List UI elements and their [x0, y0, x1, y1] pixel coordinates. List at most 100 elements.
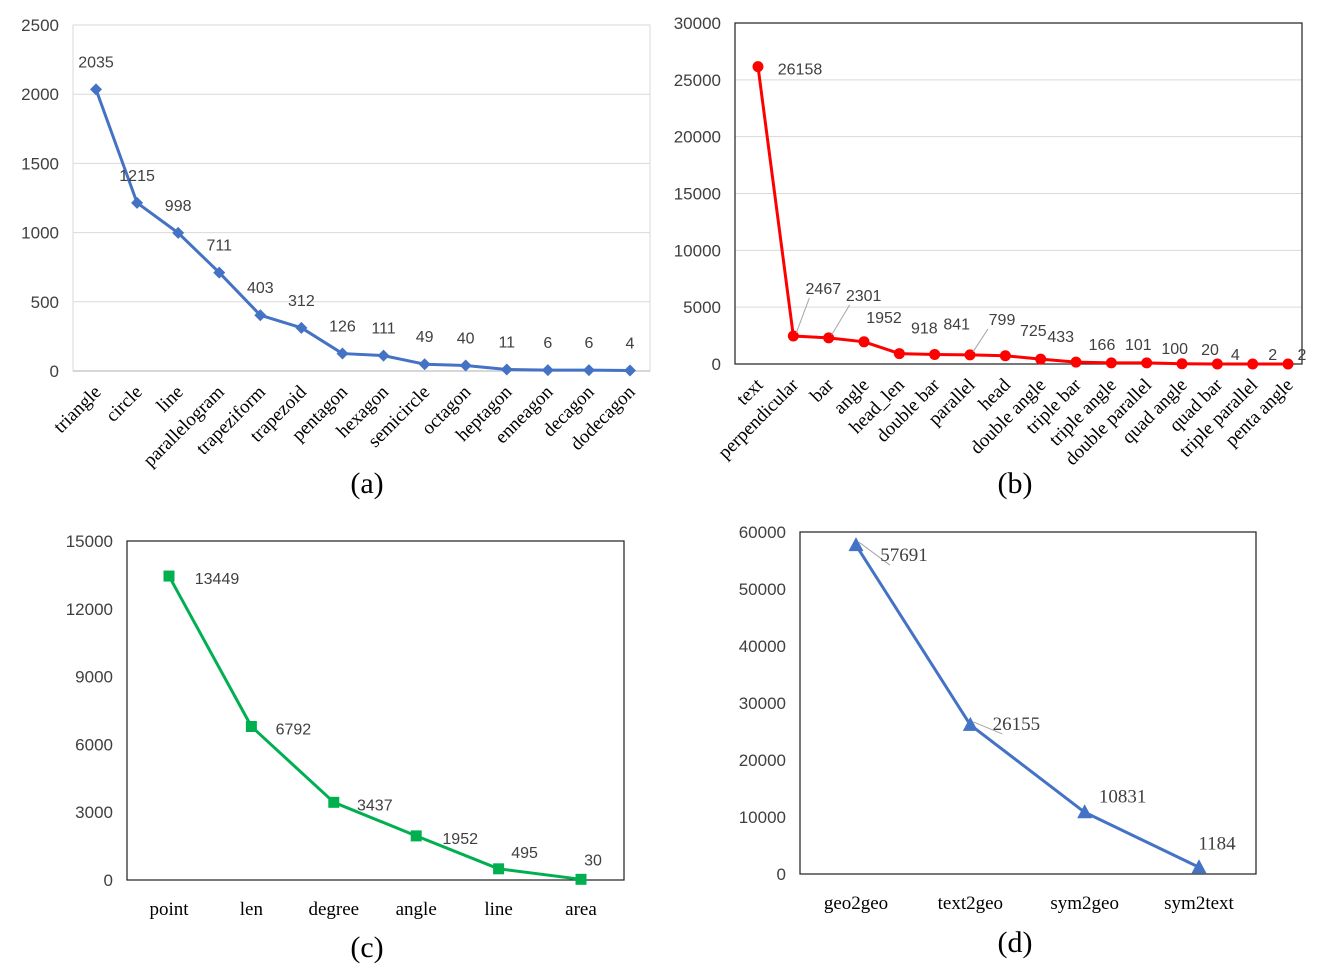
chart-c-data-label: 1952	[442, 831, 478, 848]
chart-b-data-point	[1035, 353, 1047, 365]
chart-d-data-point	[848, 537, 864, 552]
chart-d-y-tick-label: 30000	[739, 694, 786, 713]
chart-c-x-tick-label: line	[484, 899, 513, 920]
chart-c-y-tick-label: 6000	[75, 735, 113, 754]
chart-c-x-tick-label: area	[565, 899, 597, 920]
chart-a-data-label: 1215	[119, 168, 155, 185]
chart-b-data-label: 100	[1161, 341, 1188, 358]
chart-c-data-label: 30	[584, 852, 602, 869]
chart-c-data-point	[493, 863, 505, 875]
chart-a-x-tick-label: line	[153, 382, 188, 417]
chart-a-data-label: 49	[416, 329, 434, 346]
chart-b-data-point	[1141, 357, 1153, 369]
chart-d-y-tick-label: 20000	[739, 751, 786, 770]
chart-c-x-tick-label: angle	[396, 899, 437, 920]
chart-d-y-tick-label: 0	[777, 865, 786, 884]
chart-a-data-label: 6	[543, 335, 552, 352]
chart-b-y-tick-label: 5000	[683, 298, 721, 317]
chart-d-y-tick-label: 10000	[739, 808, 786, 827]
chart-b-data-label: 166	[1089, 337, 1116, 354]
chart-b-data-label: 725	[1020, 323, 1047, 340]
chart-d-data-label: 57691	[880, 545, 928, 566]
chart-b-data-label: 26158	[778, 62, 823, 79]
chart-a-data-point	[582, 364, 595, 377]
chart-a-plot-area	[72, 24, 651, 372]
chart-d-x-tick-label: sym2text	[1164, 893, 1234, 914]
chart-d-data-point	[1191, 859, 1207, 874]
chart-c-data-point	[575, 873, 587, 885]
chart-a-data-label: 6	[584, 335, 593, 352]
chart-a-data-label: 998	[165, 198, 192, 215]
chart-b-data-point	[1247, 358, 1259, 370]
chart-b-y-tick-label: 15000	[674, 185, 721, 204]
chart-c-data-point	[245, 721, 257, 733]
chart-a-data-point	[213, 266, 226, 279]
chart-a-data-label: 11	[498, 334, 515, 351]
chart-d-data-point	[1077, 804, 1093, 819]
chart-b-y-tick-label: 0	[712, 355, 721, 374]
chart-b-series-line	[756, 66, 1288, 366]
chart-b-data-label: 20	[1201, 342, 1219, 359]
chart-d-leader-line	[858, 541, 891, 566]
chart-b-leader-line	[972, 328, 989, 353]
chart-b-data-label: 2	[1268, 347, 1277, 364]
chart-b-y-tick-label: 10000	[674, 241, 721, 260]
chart-c-x-tick-label: point	[149, 899, 189, 920]
chart-d-plot-frame	[799, 531, 1257, 875]
chart-c-y-tick-label: 9000	[75, 668, 113, 687]
chart-a-data-point	[172, 226, 185, 239]
chart-b-data-label: 101	[1125, 337, 1152, 354]
chart-b-data-label: 433	[1047, 329, 1074, 346]
chart-a-data-point	[541, 364, 554, 377]
chart-d-data-label: 10831	[1099, 786, 1147, 807]
chart-c-y-tick-label: 12000	[66, 600, 113, 619]
chart-b-leader-line	[795, 297, 810, 334]
chart-b-data-point	[823, 332, 835, 344]
chart-d-caption: (d)	[998, 926, 1033, 959]
chart-b-data-label: 2301	[846, 288, 882, 305]
chart-a-caption: (a)	[350, 467, 383, 500]
chart-d-data-point	[962, 716, 978, 731]
chart-b-data-point	[964, 349, 976, 361]
chart-a-data-label: 2035	[78, 54, 114, 71]
chart-a-y-tick-label: 2500	[21, 16, 59, 35]
chart-a-y-tick-label: 2000	[21, 85, 59, 104]
chart-c-data-label: 13449	[195, 571, 240, 588]
chart-c-data-point	[328, 796, 340, 808]
chart-a-data-point	[624, 364, 636, 377]
chart-b-data-label: 2467	[806, 281, 842, 298]
chart-b-data-label: 841	[943, 316, 970, 333]
chart-a-data-point	[254, 309, 267, 322]
chart-c-series-line	[167, 575, 582, 881]
chart-a-data-point	[131, 196, 144, 209]
chart-d-leader-line	[973, 721, 1003, 735]
chart-a-y-tick-label: 1000	[21, 224, 59, 243]
chart-d-y-tick-label: 40000	[739, 637, 786, 656]
chart-a-data-label: 126	[329, 319, 356, 336]
chart-b-data-point	[929, 348, 941, 360]
chart-a-x-tick-label: triangle	[50, 382, 106, 438]
chart-a-data-label: 312	[288, 293, 315, 310]
chart-d-x-tick-label: geo2geo	[824, 893, 888, 914]
chart-a-data-point	[90, 83, 102, 96]
chart-c-y-tick-label: 3000	[75, 803, 113, 822]
chart-b-y-tick-label: 20000	[674, 128, 721, 147]
chart-b-data-point	[858, 336, 870, 348]
chart-c-data-label: 3437	[357, 797, 393, 814]
chart-a-data-point	[336, 347, 349, 360]
chart-d-data-label: 1184	[1198, 833, 1236, 854]
chart-a-y-tick-label: 1500	[21, 154, 59, 173]
chart-a-series-line	[94, 88, 631, 372]
chart-b-data-label: 799	[989, 312, 1016, 329]
chart-a-data-label: 40	[457, 330, 475, 347]
chart-c-data-point	[410, 830, 422, 842]
chart-d-data-label: 26155	[993, 714, 1041, 735]
chart-a-data-label: 111	[371, 321, 395, 338]
chart-b-caption: (b)	[998, 467, 1033, 500]
chart-b-data-label: 4	[1231, 347, 1240, 364]
chart-b-data-point	[1211, 358, 1223, 370]
chart-c-data-label: 495	[511, 845, 538, 862]
chart-d-y-tick-label: 50000	[739, 580, 786, 599]
chart-d-series-line	[854, 544, 1200, 869]
chart-c-x-tick-label: len	[240, 899, 264, 920]
